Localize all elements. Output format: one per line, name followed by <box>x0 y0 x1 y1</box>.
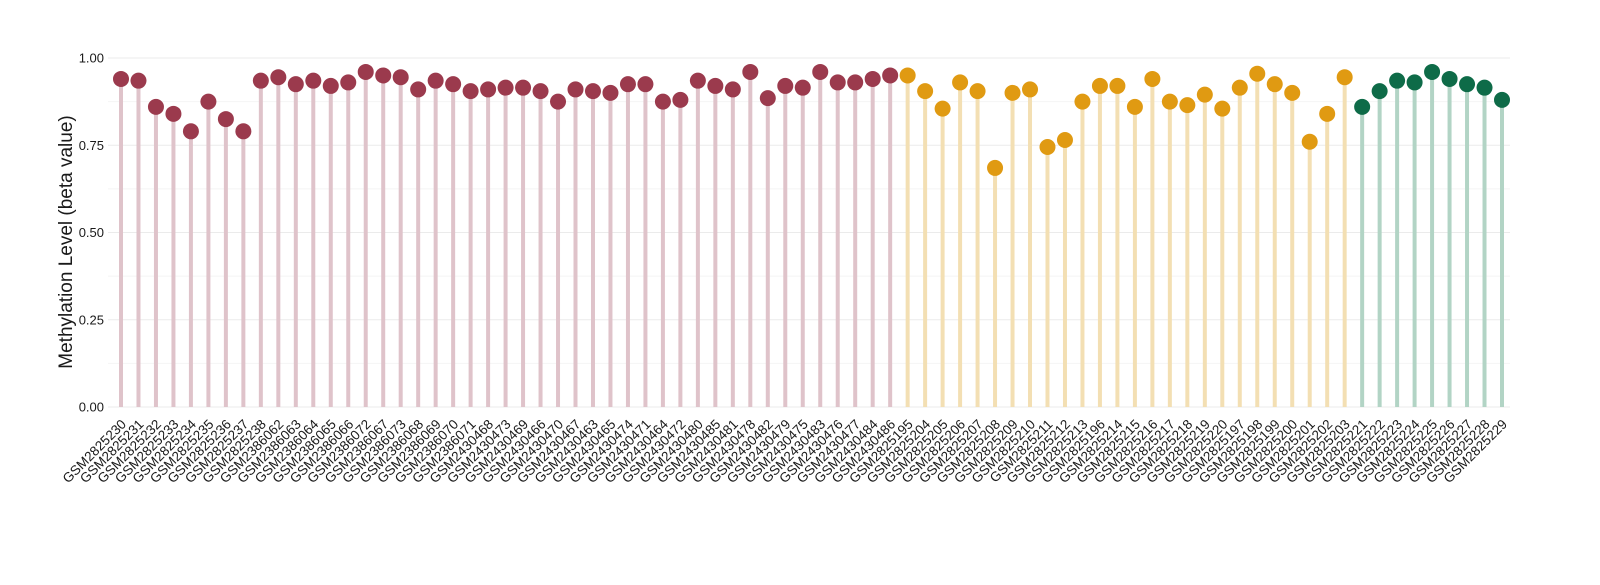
lollipop-point <box>392 69 409 86</box>
lollipop-point <box>1476 79 1493 96</box>
lollipop-point <box>515 79 532 96</box>
lollipop-point <box>637 76 654 93</box>
lollipop-point <box>1389 72 1406 89</box>
y-tick-label: 1.00 <box>79 51 104 66</box>
y-tick-label: 0.00 <box>79 400 104 415</box>
lollipop-point <box>812 63 829 80</box>
lollipop-point <box>1056 132 1073 149</box>
y-tick-label: 0.75 <box>79 138 104 153</box>
lollipop-point <box>1249 65 1266 82</box>
lollipop-point <box>724 81 741 98</box>
y-axis-ticks: 0.00 0.25 0.50 0.75 1.00 <box>79 51 104 415</box>
lollipop-point <box>777 77 794 94</box>
lollipop-point <box>1406 74 1423 91</box>
lollipop-point <box>934 100 951 117</box>
lollipop-point <box>899 67 916 84</box>
lollipop-point <box>619 76 636 93</box>
lollipop-point <box>1214 100 1231 117</box>
lollipop-point <box>952 74 969 91</box>
lollipop-point <box>1074 93 1091 110</box>
lollipop-point <box>1022 81 1039 98</box>
lollipop-point <box>1494 91 1510 108</box>
lollipop-point <box>672 91 689 108</box>
lollipop-point <box>182 123 199 140</box>
lollipop-point <box>1336 69 1353 86</box>
lollipop-point <box>375 67 392 84</box>
lollipop-point <box>1091 77 1108 94</box>
lollipop-point <box>322 77 339 94</box>
lollipop-point <box>252 72 269 89</box>
lollipop-point <box>427 72 444 89</box>
y-axis-label: Methylation Level (beta value) <box>56 115 77 368</box>
lollipop-point <box>287 76 304 93</box>
lollipop-point <box>1424 63 1441 80</box>
lollipop-point <box>1196 86 1213 103</box>
lollipop-point <box>567 81 584 98</box>
lollipop-point <box>1266 76 1283 93</box>
lollipop-point <box>1161 93 1178 110</box>
lollipop-point <box>602 84 619 101</box>
lollipop-point <box>532 83 549 100</box>
lollipop-point <box>917 83 934 100</box>
lollipop-point <box>113 70 129 87</box>
lollipop-point <box>305 72 322 89</box>
lollipop-point <box>794 79 811 96</box>
lollipop-point <box>445 76 462 93</box>
lollipop-point <box>969 83 986 100</box>
lollipop-point <box>1459 76 1476 93</box>
y-tick-label: 0.25 <box>79 312 104 327</box>
lollipop-point <box>1284 84 1301 101</box>
lollipop-point <box>130 72 147 89</box>
lollipop-point <box>1179 97 1196 114</box>
lollipop-point <box>707 77 724 94</box>
lollipop-point <box>497 79 514 96</box>
lollipop-point <box>1441 70 1458 87</box>
lollipop-point <box>1126 98 1143 115</box>
lollipop-point <box>1371 83 1388 100</box>
lollipop-point <box>462 83 479 100</box>
lollipop-point <box>410 81 427 98</box>
lollipop-point <box>1231 79 1248 96</box>
lollipop-point <box>217 111 234 128</box>
lollipop-point <box>882 67 899 84</box>
lollipop-point <box>1109 77 1126 94</box>
x-axis-ticks: GSM2825230GSM2825231GSM2825232GSM2825233… <box>60 416 1511 486</box>
lollipop-point <box>654 93 671 110</box>
lollipop-point <box>864 70 881 87</box>
lollipop-point <box>550 93 567 110</box>
lollipop-point <box>759 90 776 107</box>
lollipop-point <box>742 63 759 80</box>
lollipop-point <box>235 123 252 140</box>
lollipop-point <box>584 83 601 100</box>
lollipop-point <box>340 74 357 91</box>
lollipop-point <box>1144 70 1161 87</box>
lollipop-point <box>1004 84 1021 101</box>
lollipop-point <box>200 93 217 110</box>
lollipop-point <box>847 74 864 91</box>
lollipop-point <box>987 159 1004 176</box>
lollipop-point <box>689 72 706 89</box>
lollipop-point <box>1354 98 1371 115</box>
lollipop-point <box>357 63 374 80</box>
dot-layer <box>113 63 1510 176</box>
lollipop-point <box>480 81 497 98</box>
lollipop-point <box>165 105 182 122</box>
lollipop-point <box>1039 138 1056 155</box>
lollipop-point <box>1319 105 1336 122</box>
grid-layer <box>108 57 1510 408</box>
lollipop-point <box>147 98 164 115</box>
stem-layer <box>119 71 1504 407</box>
lollipop-point <box>829 74 846 91</box>
lollipop-point <box>1301 133 1318 150</box>
y-tick-label: 0.50 <box>79 225 104 240</box>
lollipop-point <box>270 69 287 86</box>
